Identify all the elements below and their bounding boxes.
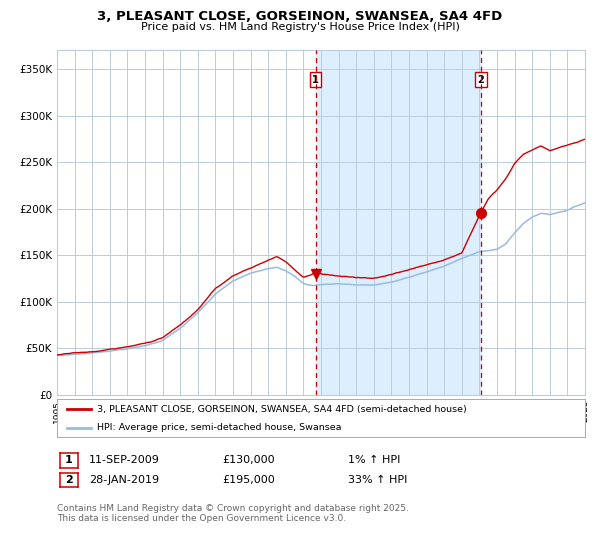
Text: 1% ↑ HPI: 1% ↑ HPI [348, 455, 400, 465]
Text: 1: 1 [312, 74, 319, 85]
Text: £130,000: £130,000 [222, 455, 275, 465]
Text: 2: 2 [65, 475, 73, 485]
Text: £195,000: £195,000 [222, 475, 275, 485]
Text: 2: 2 [478, 74, 484, 85]
Text: Price paid vs. HM Land Registry's House Price Index (HPI): Price paid vs. HM Land Registry's House … [140, 22, 460, 32]
Text: 1: 1 [65, 455, 73, 465]
Text: Contains HM Land Registry data © Crown copyright and database right 2025.
This d: Contains HM Land Registry data © Crown c… [57, 504, 409, 524]
Text: 3, PLEASANT CLOSE, GORSEINON, SWANSEA, SA4 4FD (semi-detached house): 3, PLEASANT CLOSE, GORSEINON, SWANSEA, S… [97, 405, 466, 414]
Text: 3, PLEASANT CLOSE, GORSEINON, SWANSEA, SA4 4FD: 3, PLEASANT CLOSE, GORSEINON, SWANSEA, S… [97, 10, 503, 23]
Text: 11-SEP-2009: 11-SEP-2009 [89, 455, 160, 465]
Text: 28-JAN-2019: 28-JAN-2019 [89, 475, 159, 485]
Bar [316, 50, 481, 395]
Text: 33% ↑ HPI: 33% ↑ HPI [348, 475, 407, 485]
Text: HPI: Average price, semi-detached house, Swansea: HPI: Average price, semi-detached house,… [97, 423, 341, 432]
